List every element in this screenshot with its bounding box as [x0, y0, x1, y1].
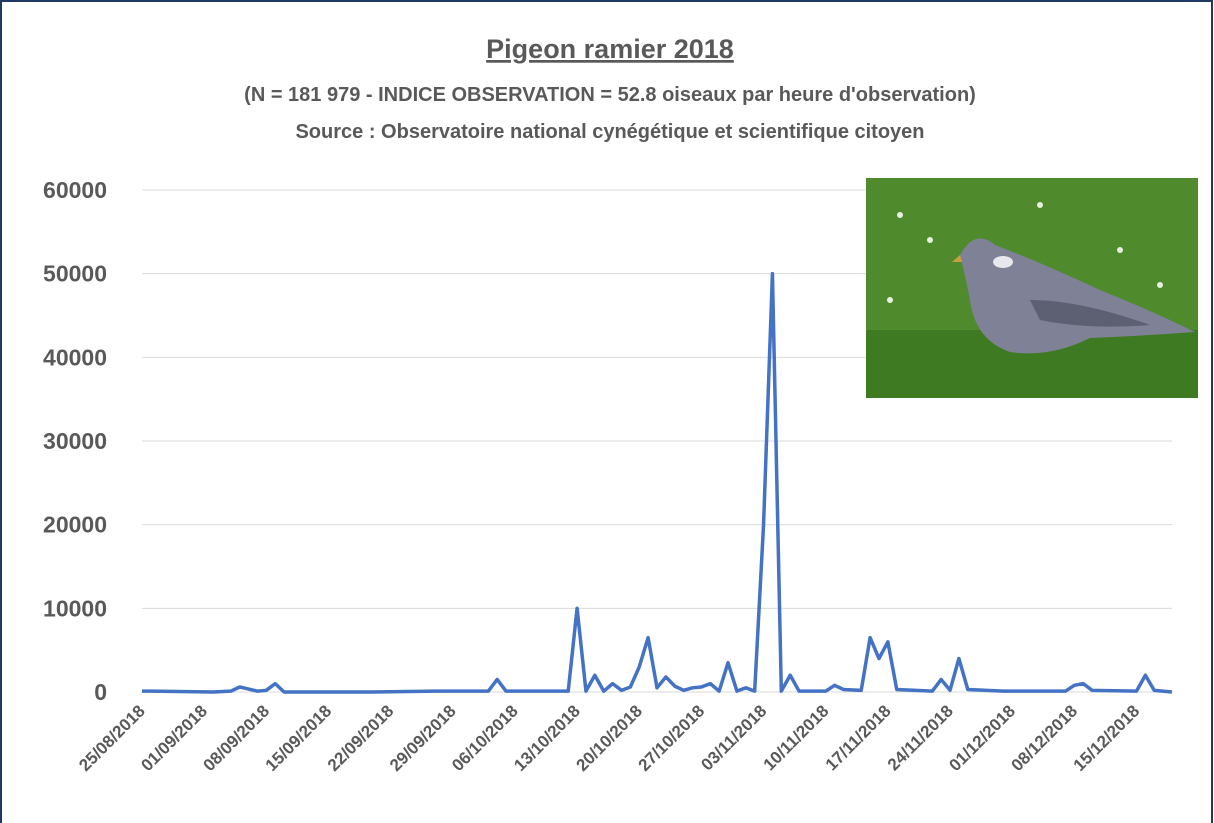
- y-tick-label: 0: [94, 679, 107, 705]
- chart: Pigeon ramier 2018 (N = 181 979 - INDICE…: [0, 0, 1214, 823]
- chart-source: Source : Observatoire national cynégétiq…: [295, 121, 924, 143]
- y-tick-label: 30000: [43, 428, 107, 454]
- y-tick-label: 10000: [43, 595, 107, 621]
- chart-subtitle: (N = 181 979 - INDICE OBSERVATION = 52.8…: [244, 84, 976, 106]
- y-tick-label: 40000: [43, 344, 107, 370]
- chart-title: Pigeon ramier 2018: [486, 34, 734, 64]
- page: {"chart_data": {"type": "line", "title":…: [0, 0, 1214, 823]
- y-tick-label: 50000: [43, 261, 107, 287]
- y-tick-label: 20000: [43, 512, 107, 538]
- photo: [866, 178, 1198, 398]
- y-tick-label: 60000: [43, 177, 107, 203]
